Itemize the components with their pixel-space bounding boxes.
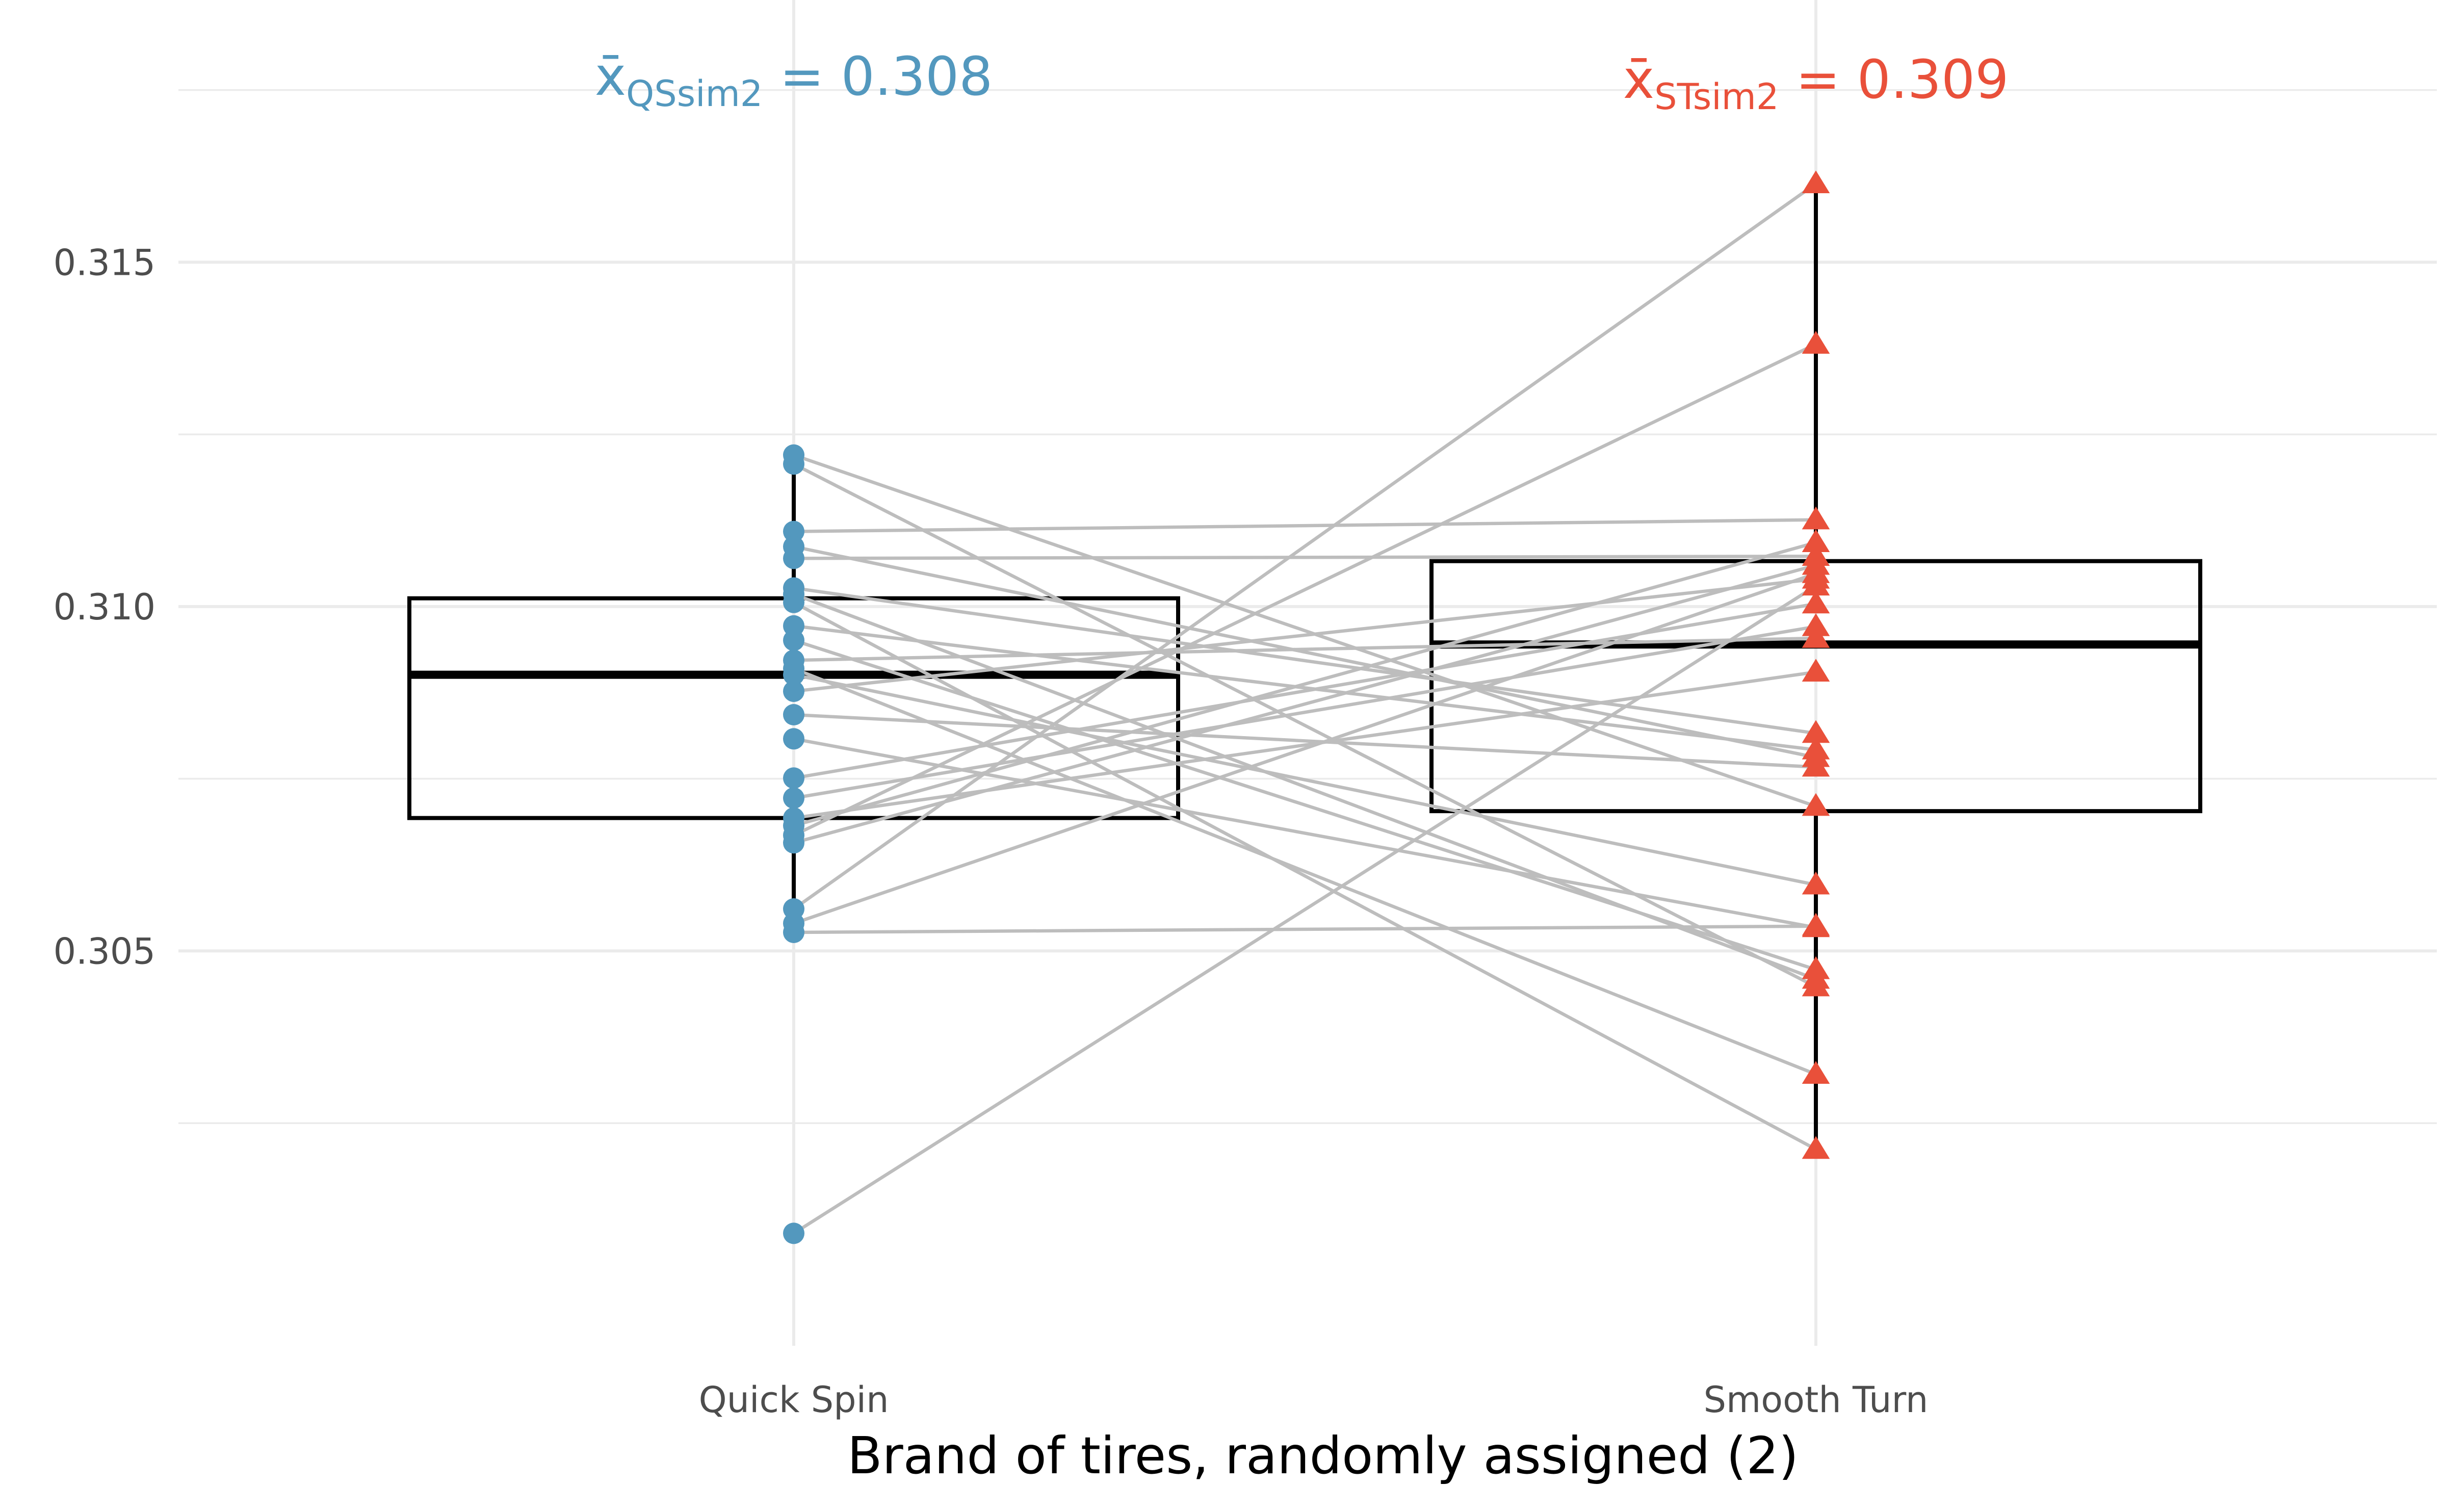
smooth-turn-point bbox=[1802, 1061, 1830, 1084]
pair-line bbox=[793, 577, 1816, 693]
quick-spin-point bbox=[783, 787, 804, 809]
quick-spin-point bbox=[783, 548, 804, 569]
pair-line bbox=[793, 667, 1817, 1076]
pair-line bbox=[793, 453, 1817, 808]
smooth-turn-point bbox=[1802, 590, 1830, 614]
smooth-turn-point bbox=[1802, 1136, 1830, 1159]
quick-spin-point bbox=[783, 1222, 804, 1244]
pair-line bbox=[793, 924, 1816, 934]
mean-label: x̄STsim2 = 0.309 bbox=[1623, 48, 2009, 118]
smooth-turn-point bbox=[1802, 720, 1830, 743]
pair-line bbox=[793, 670, 1816, 820]
smooth-turn-point bbox=[1802, 170, 1830, 194]
smooth-turn-point bbox=[1802, 572, 1830, 596]
smooth-turn-point bbox=[1802, 529, 1830, 552]
quick-spin-point bbox=[783, 664, 804, 686]
quick-spin-point bbox=[783, 704, 804, 726]
pair-line bbox=[793, 545, 1816, 759]
pair-line bbox=[793, 673, 1816, 887]
pair-line bbox=[793, 462, 1817, 988]
quick-spin-point bbox=[783, 681, 804, 702]
smooth-turn-point bbox=[1802, 560, 1830, 583]
quick-spin-point bbox=[783, 728, 804, 750]
pair-line bbox=[793, 563, 1816, 845]
quick-spin-point bbox=[783, 520, 804, 542]
smooth-turn-point bbox=[1802, 625, 1830, 648]
quick-spin-point bbox=[783, 453, 804, 475]
pair-line bbox=[793, 624, 1816, 800]
pair-line bbox=[793, 737, 1816, 929]
pair-line bbox=[793, 555, 1816, 560]
pair-line bbox=[793, 624, 1816, 752]
pair-line bbox=[793, 586, 1816, 735]
smooth-turn-point bbox=[1802, 506, 1830, 530]
quick-spin-point bbox=[783, 921, 804, 943]
x-tick-label: Quick Spin bbox=[699, 1379, 889, 1421]
smooth-turn-point bbox=[1802, 331, 1830, 354]
mean-label: x̄QSsim2 = 0.308 bbox=[595, 45, 993, 115]
quick-spin-point bbox=[783, 767, 804, 789]
smooth-turn-point bbox=[1802, 659, 1830, 682]
y-tick-label: 0.305 bbox=[54, 930, 155, 972]
smooth-turn-point bbox=[1802, 913, 1830, 936]
pair-line bbox=[793, 343, 1817, 837]
pair-line bbox=[793, 639, 1816, 971]
data-points bbox=[783, 170, 1830, 1244]
pair-line bbox=[793, 584, 1817, 1235]
smooth-turn-point bbox=[1802, 613, 1830, 636]
x-tick-label: Smooth Turn bbox=[1704, 1379, 1929, 1421]
paired-lines bbox=[793, 182, 1817, 1235]
mean-annotations: x̄QSsim2 = 0.308 x̄STsim2 = 0.309 bbox=[595, 45, 2009, 118]
smooth-turn-point bbox=[1802, 753, 1830, 777]
pair-line bbox=[793, 571, 1817, 925]
smooth-turn-point bbox=[1802, 956, 1830, 979]
pair-line bbox=[793, 518, 1816, 533]
quick-spin-point bbox=[783, 630, 804, 651]
y-tick-label: 0.310 bbox=[54, 586, 155, 628]
boxplots bbox=[407, 184, 2202, 1150]
pair-line bbox=[793, 182, 1817, 910]
pair-line bbox=[793, 636, 1816, 662]
quick-spin-point bbox=[783, 832, 804, 854]
y-tick-label: 0.315 bbox=[54, 242, 155, 283]
axis-ticks: 0.305 0.310 0.315 Quick Spin Smooth Turn bbox=[54, 242, 1929, 1421]
pair-line bbox=[793, 713, 1816, 769]
smooth-turn-point bbox=[1802, 793, 1830, 816]
pair-line bbox=[793, 541, 1816, 827]
smooth-turn-point bbox=[1802, 736, 1830, 760]
x-axis-title: Brand of tires, randomly assigned (2) bbox=[847, 1426, 1799, 1485]
quick-spin-point bbox=[783, 591, 804, 613]
smooth-turn-point bbox=[1802, 871, 1830, 895]
